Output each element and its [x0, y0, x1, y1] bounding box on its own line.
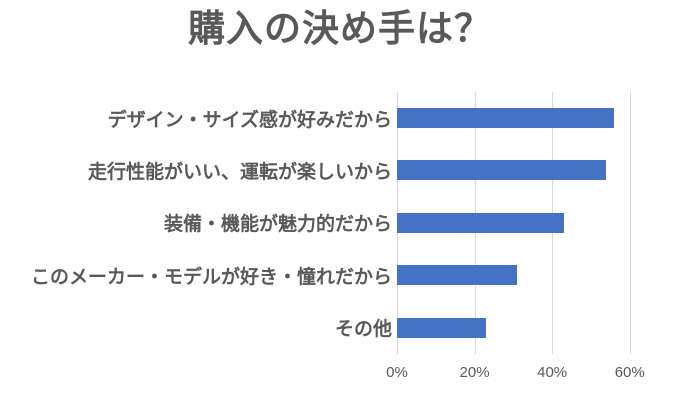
- category-label: デザイン・サイズ感が好みだから: [107, 109, 392, 131]
- x-axis: 0% 20% 40% 60%: [386, 364, 665, 386]
- bar-54pct: [397, 160, 607, 181]
- bar-row: [397, 197, 665, 249]
- chart-title: 購入の決め手は？: [188, 8, 492, 49]
- bar-row: [397, 302, 665, 354]
- x-tick-label: 0%: [386, 364, 408, 381]
- gridline-60%: [629, 92, 631, 354]
- bar-row: [397, 144, 665, 196]
- bar-row: [397, 92, 665, 144]
- bar-23pct: [397, 317, 487, 338]
- bar-43pct: [397, 212, 564, 233]
- bar-row: [397, 249, 665, 301]
- bar-31pct: [397, 265, 518, 286]
- plot-area: [397, 92, 665, 354]
- category-label: その他: [334, 319, 392, 341]
- x-tick-label: 40%: [537, 364, 568, 381]
- category-labels: デザイン・サイズ感が好みだから走行性能がいい、運転が楽しいから装備・機能が魅力的…: [0, 92, 397, 354]
- category-label: このメーカー・モデルが好き・憧れだから: [30, 266, 392, 288]
- bar-56pct: [397, 108, 615, 128]
- x-tick-label: 60%: [614, 364, 645, 381]
- x-tick-label: 20%: [459, 364, 490, 381]
- category-label: 走行性能がいい、運転が楽しいから: [87, 162, 392, 184]
- category-label: 装備・機能が魅力的だから: [163, 214, 392, 236]
